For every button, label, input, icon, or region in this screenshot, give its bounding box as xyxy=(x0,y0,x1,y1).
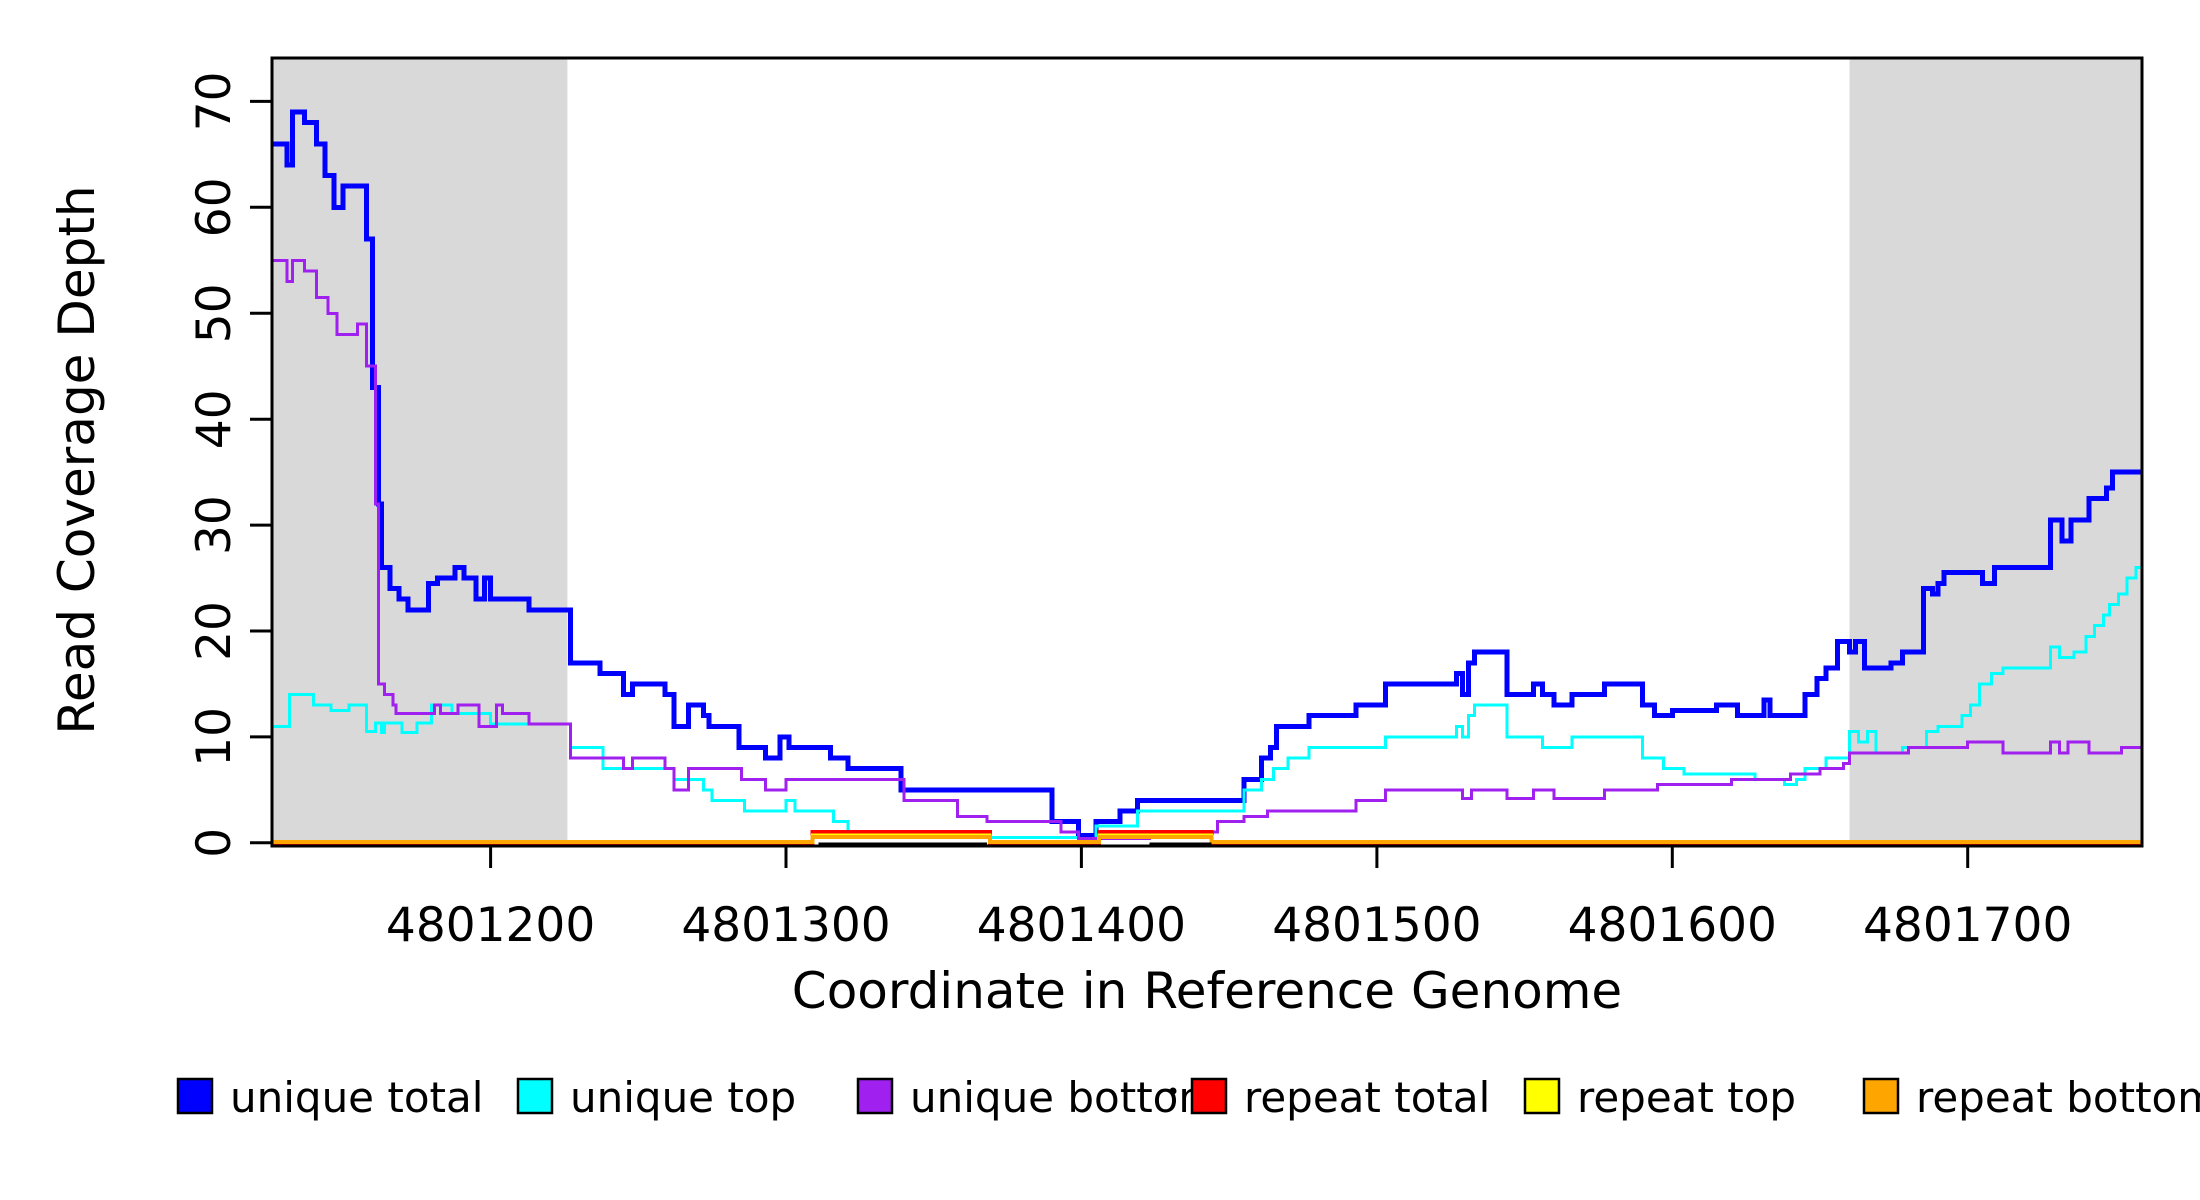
legend-item-unique-top: unique top xyxy=(516,1073,796,1122)
x-tick-label: 4801600 xyxy=(1568,898,1777,953)
legend-swatch xyxy=(176,1077,214,1115)
x-tick-label: 4801300 xyxy=(681,898,890,953)
plot-frame xyxy=(270,56,2144,848)
series-unique-total xyxy=(272,109,2142,838)
legend-swatch xyxy=(856,1077,894,1115)
legend-label: unique bottom xyxy=(910,1073,1219,1122)
legend-item-repeat-bottom: repeat bottom xyxy=(1862,1073,2200,1122)
y-axis-title: Read Coverage Depth xyxy=(48,185,106,735)
x-tick-label: 4801700 xyxy=(1863,898,2072,953)
legend-swatch xyxy=(1862,1077,1900,1115)
x-tick-label: 4801200 xyxy=(386,898,595,953)
legend-swatch xyxy=(516,1077,554,1115)
legend-item-repeat-top: repeat top xyxy=(1523,1073,1796,1122)
legend-label: unique top xyxy=(570,1073,796,1122)
series-unique-top xyxy=(272,565,2142,842)
highlight-band xyxy=(272,58,568,846)
y-tick-label: 10 xyxy=(187,707,242,767)
legend-label: repeat bottom xyxy=(1916,1073,2200,1122)
series-unique-bottom xyxy=(272,258,2142,841)
stray-dot xyxy=(1169,1087,1177,1095)
legend-label: repeat top xyxy=(1577,1073,1796,1122)
legend-item-unique-total: unique total xyxy=(176,1073,483,1122)
legend-item-repeat-total: repeat total xyxy=(1190,1073,1490,1122)
series-repeat-bottom xyxy=(272,835,2142,844)
y-tick-label: 20 xyxy=(187,601,242,661)
legend-item-unique-bottom: unique bottom xyxy=(856,1073,1219,1122)
legend-label: repeat total xyxy=(1244,1073,1490,1122)
x-axis-title: Coordinate in Reference Genome xyxy=(791,962,1623,1020)
x-tick-label: 4801400 xyxy=(977,898,1186,953)
y-tick-label: 40 xyxy=(187,389,242,449)
legend-label: unique total xyxy=(230,1073,483,1122)
y-tick-label: 30 xyxy=(187,495,242,555)
highlight-band xyxy=(1849,58,2142,846)
legend-swatch xyxy=(1190,1077,1228,1115)
legend-swatch xyxy=(1523,1077,1561,1115)
x-tick-label: 4801500 xyxy=(1272,898,1481,953)
y-tick-label: 50 xyxy=(187,283,242,343)
y-tick-label: 0 xyxy=(187,828,242,858)
y-tick-label: 70 xyxy=(187,71,242,131)
y-tick-label: 60 xyxy=(187,177,242,237)
